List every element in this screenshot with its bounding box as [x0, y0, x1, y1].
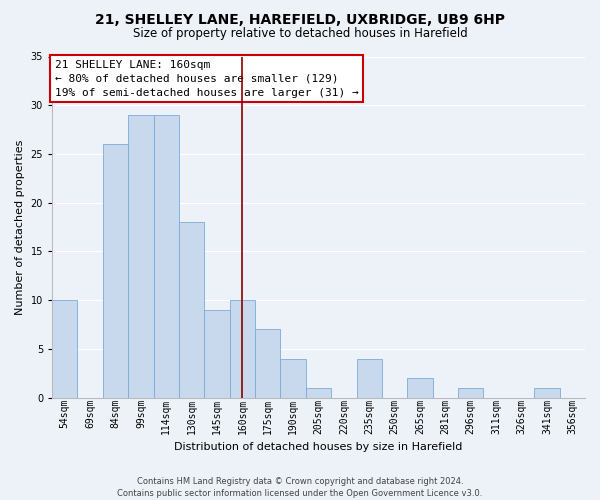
Bar: [154, 115, 179, 398]
Bar: [179, 222, 205, 398]
Text: Contains HM Land Registry data © Crown copyright and database right 2024.
Contai: Contains HM Land Registry data © Crown c…: [118, 476, 482, 498]
Bar: [356, 358, 382, 398]
Bar: [205, 310, 230, 398]
Text: Size of property relative to detached houses in Harefield: Size of property relative to detached ho…: [133, 28, 467, 40]
Text: 21 SHELLEY LANE: 160sqm
← 80% of detached houses are smaller (129)
19% of semi-d: 21 SHELLEY LANE: 160sqm ← 80% of detache…: [55, 60, 358, 98]
Bar: [407, 378, 433, 398]
Bar: [103, 144, 128, 398]
Bar: [128, 115, 154, 398]
Y-axis label: Number of detached properties: Number of detached properties: [15, 140, 25, 314]
Bar: [458, 388, 484, 398]
Bar: [52, 300, 77, 398]
Bar: [306, 388, 331, 398]
Bar: [230, 300, 255, 398]
Bar: [280, 358, 306, 398]
Text: 21, SHELLEY LANE, HAREFIELD, UXBRIDGE, UB9 6HP: 21, SHELLEY LANE, HAREFIELD, UXBRIDGE, U…: [95, 12, 505, 26]
Bar: [534, 388, 560, 398]
Bar: [255, 330, 280, 398]
X-axis label: Distribution of detached houses by size in Harefield: Distribution of detached houses by size …: [175, 442, 463, 452]
